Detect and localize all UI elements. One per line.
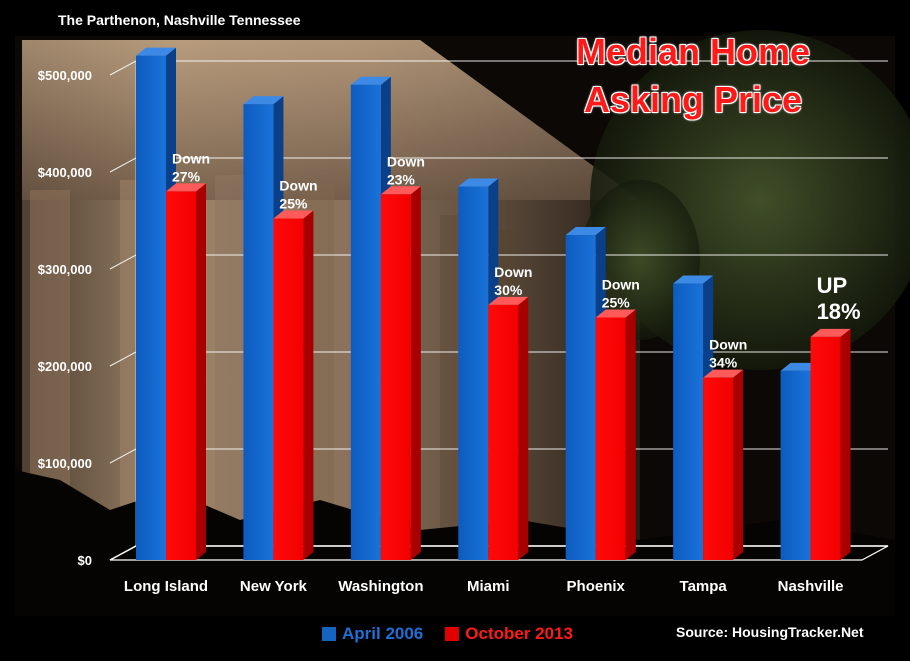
y-tick-label: $500,000 [38, 68, 92, 83]
change-label: 23% [387, 171, 416, 187]
change-label: Down [279, 178, 317, 194]
legend-item-october: October 2013 [445, 624, 573, 644]
legend-label-april: April 2006 [342, 624, 424, 643]
bar-top [810, 328, 851, 337]
bar-top [673, 275, 714, 284]
x-tick-label: Long Island [124, 578, 208, 595]
y-axis: $0 $100,000 $200,000 $300,000 $400,000 $500,0… [38, 68, 92, 568]
change-label: 25% [279, 196, 308, 212]
bar-october-2013 [380, 186, 421, 560]
y-tick-label: $100,000 [38, 456, 92, 471]
bar-top [166, 183, 206, 192]
bar-top [458, 178, 499, 187]
x-tick-label: Tampa [680, 578, 728, 595]
change-label: 34% [709, 355, 738, 371]
x-tick-label: Washington [338, 578, 423, 595]
bar-side [410, 186, 421, 560]
bar-october-2013 [703, 369, 744, 560]
bar-top [565, 227, 606, 236]
x-tick-label: Nashville [778, 578, 844, 595]
bar-top [350, 76, 391, 85]
bar-top [243, 96, 284, 105]
bar-side [518, 296, 529, 560]
x-axis: Long Island New York Washington Miami Phoeni… [124, 578, 844, 595]
bar-side [840, 328, 851, 560]
bar-top [273, 210, 314, 219]
bar-october-2013 [166, 183, 206, 560]
bar-top [703, 369, 744, 378]
change-label: 27% [172, 168, 201, 184]
bar-october-2013 [595, 309, 636, 560]
bar-face [488, 304, 519, 560]
chart-title-line2: Asking Price [583, 79, 803, 120]
bar-side [625, 309, 636, 560]
bar-face [703, 377, 734, 560]
bar-top [136, 47, 176, 56]
change-label: 30% [494, 282, 523, 298]
bar-october-2013 [810, 328, 851, 560]
bar-side [733, 369, 744, 560]
bar-face [166, 191, 196, 560]
change-labels: Down 27% Down 25% Down 23% Down 30% Down 25% Down 3… [172, 150, 861, 370]
x-tick-label: New York [240, 578, 308, 595]
bar-face [380, 194, 411, 560]
bar-top [380, 186, 421, 195]
chart-title-line1: Median Home [575, 31, 811, 72]
change-label: 25% [602, 295, 631, 311]
bar-face [350, 84, 381, 560]
x-tick-label: Miami [467, 578, 510, 595]
y-tick-label: $200,000 [38, 359, 92, 374]
bar-side [303, 210, 314, 560]
bar-face [243, 104, 274, 560]
y-tick-label: $300,000 [38, 262, 92, 277]
legend-item-april: April 2006 [322, 624, 423, 644]
bar-october-2013 [488, 296, 529, 560]
source-note: Source: HousingTracker.Net [676, 624, 864, 640]
change-label: Down [494, 264, 532, 280]
bar-face [458, 186, 489, 561]
change-label: 18% [817, 299, 861, 324]
bar-face [136, 55, 166, 560]
legend-label-october: October 2013 [465, 624, 573, 643]
x-tick-label: Phoenix [567, 578, 626, 595]
bar-october-2013 [273, 210, 314, 560]
change-label: Down [602, 277, 640, 293]
bar-face [595, 317, 626, 560]
bar-face [565, 235, 596, 561]
bar-face [273, 218, 304, 560]
bar-face [673, 283, 704, 560]
legend-swatch-april [322, 627, 336, 641]
change-label: Down [387, 153, 425, 169]
bar-face [780, 370, 811, 560]
bar-side [196, 183, 206, 560]
bar-top [595, 309, 636, 318]
y-tick-label: $400,000 [38, 165, 92, 180]
bar-face [810, 336, 841, 560]
y-tick-label: $0 [78, 553, 92, 568]
bars [136, 47, 851, 561]
chart-title: Median Home Asking Price [548, 28, 838, 124]
legend: April 2006 October 2013 [322, 624, 595, 644]
legend-swatch-october [445, 627, 460, 641]
photo-caption: The Parthenon, Nashville Tennessee [58, 12, 301, 28]
bar-top [488, 296, 529, 305]
change-label: UP [817, 273, 848, 298]
change-label: Down [172, 150, 210, 166]
change-label: Down [709, 337, 747, 353]
